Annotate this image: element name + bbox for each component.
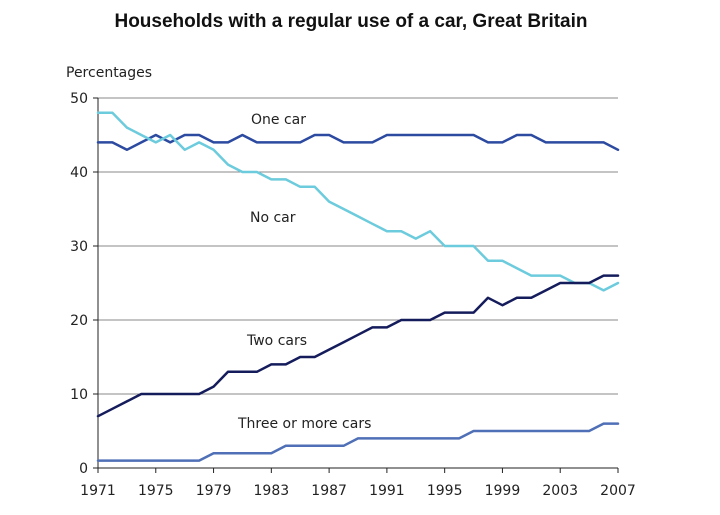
series-line-one-car: [96, 133, 620, 152]
x-tick-label: 2007: [600, 483, 636, 499]
x-tick-label: 1987: [311, 483, 347, 499]
series-label-no-car: No car: [250, 210, 296, 226]
x-tick-labels: 1971 1975 1979 1983 1987 1991 1995 1999 2003 2007: [80, 483, 636, 499]
y-tick-labels: 0 10 20 30 40 50: [70, 91, 88, 477]
series-label-one-car: One car: [251, 112, 306, 128]
x-tick-label: 1999: [485, 483, 521, 499]
series-annotations: One car No car Two cars Three or more ca…: [237, 112, 371, 432]
x-tick-label: 1991: [369, 483, 405, 499]
y-tick-label: 10: [70, 387, 88, 403]
series-line-three-or-more-cars: [96, 422, 620, 462]
x-tick-label: 1971: [80, 483, 116, 499]
y-tick-label: 50: [70, 91, 88, 107]
gridlines: [98, 97, 618, 395]
x-tick-label: 1979: [196, 483, 232, 499]
series-line-no-car: [96, 111, 620, 292]
series-lines: [96, 111, 620, 462]
x-tick-label: 1975: [138, 483, 174, 499]
x-tick-label: 1983: [254, 483, 290, 499]
series-label-three-or-more-cars: Three or more cars: [237, 416, 371, 432]
chart-title: Households with a regular use of a car, …: [114, 11, 587, 32]
series-label-two-cars: Two cars: [246, 333, 307, 349]
y-tick-label: 40: [70, 165, 88, 181]
y-tick-label: 30: [70, 239, 88, 255]
series-line-two-cars: [96, 274, 620, 418]
axes: [93, 97, 619, 473]
y-tick-label: 0: [79, 461, 88, 477]
x-tick-label: 1995: [427, 483, 463, 499]
y-tick-label: 20: [70, 313, 88, 329]
y-axis-label: Percentages: [66, 65, 152, 81]
x-tick-label: 2003: [542, 483, 578, 499]
